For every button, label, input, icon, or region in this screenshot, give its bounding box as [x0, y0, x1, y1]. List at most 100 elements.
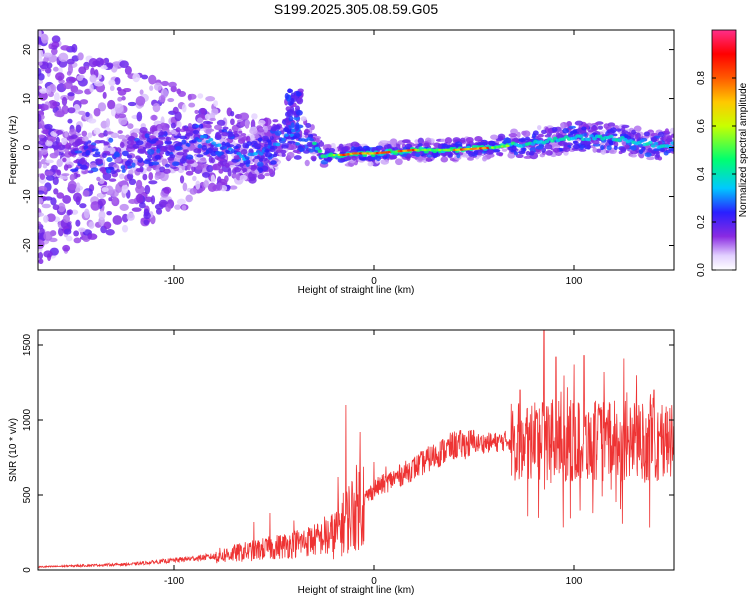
- spectrogram-cell: [85, 111, 90, 117]
- spectrogram-cell: [557, 141, 563, 146]
- spectrogram-cell: [38, 61, 43, 66]
- spectrogram-cell: [590, 126, 598, 132]
- spectrogram-cell: [73, 89, 84, 95]
- spectrogram-cell: [39, 173, 46, 180]
- spectrogram-cell: [230, 118, 235, 126]
- snr-series-line: [38, 330, 674, 569]
- spectrogram-cell: [310, 124, 315, 131]
- spectrogram-cell: [106, 210, 112, 216]
- spectrogram-cell: [124, 65, 132, 75]
- spectrogram-cell: [202, 120, 211, 125]
- spectrogram-cell: [586, 137, 592, 142]
- spectrogram-cell: [127, 123, 134, 129]
- spectrogram-cell: [238, 174, 248, 181]
- spectrogram-cell: [62, 157, 67, 163]
- spectrogram-cell: [204, 113, 211, 120]
- spectrogram-cell: [82, 135, 89, 143]
- spectrogram-cell: [213, 100, 219, 107]
- spectrogram-cell: [42, 129, 49, 135]
- spectrogram-cell: [572, 129, 578, 134]
- spectrogram-cell: [108, 79, 116, 86]
- spectrogram-cell: [667, 145, 673, 149]
- spectrogram-cell: [154, 154, 161, 160]
- spectrogram-cell: [207, 182, 217, 193]
- snr-y-tick-label: 1500: [22, 333, 33, 356]
- spectrogram-cell: [44, 123, 53, 130]
- spectrogram-y-tick-label: -20: [22, 238, 33, 253]
- spectrogram-cell: [257, 119, 266, 126]
- spectrogram-cell: [530, 142, 536, 146]
- spectrogram-cell: [135, 96, 146, 106]
- spectrogram-cell: [97, 192, 104, 198]
- spectrogram-cell: [75, 187, 81, 193]
- spectrogram-cell: [103, 141, 110, 146]
- spectrogram-cell: [401, 139, 411, 144]
- spectrogram-cell: [73, 230, 80, 237]
- spectrogram-cell: [65, 235, 73, 242]
- spectrogram-cell: [425, 156, 432, 162]
- spectrogram-cell: [467, 157, 474, 161]
- spectrogram-cell: [272, 119, 279, 123]
- spectrogram-cell: [55, 72, 65, 81]
- spectrogram-cell: [610, 127, 617, 134]
- spectrogram-cell: [380, 159, 390, 165]
- spectrogram-cell: [118, 173, 125, 180]
- colorbar-tick-label: 0.6: [696, 119, 707, 133]
- spectrogram-cell: [95, 57, 104, 68]
- spectrogram-cell: [121, 183, 129, 194]
- spectrogram-cell: [146, 137, 151, 143]
- spectrogram-cell: [236, 151, 242, 156]
- spectrogram-cell: [57, 142, 63, 147]
- spectrogram-cell: [128, 169, 134, 175]
- spectrogram-cell: [137, 148, 147, 154]
- spectrogram-cell: [182, 152, 188, 157]
- spectrogram-cell: [194, 109, 199, 114]
- spectrogram-cell: [40, 158, 48, 165]
- colorbar-tick-label: 0.2: [696, 215, 707, 229]
- spectrogram-cell: [160, 122, 166, 129]
- spectrogram-cell: [615, 128, 622, 132]
- spectrogram-cell: [87, 132, 93, 138]
- spectrogram-cell: [537, 133, 544, 138]
- spectrogram-cell: [114, 151, 120, 158]
- spectrogram-cell: [286, 109, 294, 117]
- spectrogram-cell: [38, 104, 43, 110]
- spectrogram-cell: [106, 157, 113, 163]
- spectrogram-cell: [105, 229, 115, 236]
- spectrogram-cell: [230, 111, 235, 117]
- spectrogram-cell: [117, 134, 127, 140]
- spectrogram-cell: [74, 150, 83, 154]
- spectrogram-cell: [646, 156, 655, 161]
- spectrogram-x-tick-label: 0: [371, 276, 377, 287]
- spectrogram-cell: [669, 127, 674, 135]
- spectrogram-cell: [173, 135, 181, 139]
- spectrogram-cell: [181, 139, 187, 145]
- spectrogram-cell: [187, 94, 192, 101]
- spectrogram-cell: [82, 190, 90, 197]
- spectrogram-cell: [314, 146, 320, 151]
- spectrogram-cell: [98, 132, 105, 138]
- spectrogram-cell: [188, 102, 196, 108]
- spectrogram-cell: [437, 143, 442, 149]
- spectrogram-cell: [199, 123, 204, 129]
- spectrogram-cell: [200, 107, 206, 115]
- spectrogram-cell: [38, 252, 44, 260]
- spectrogram-cell: [177, 90, 186, 98]
- spectrogram-cell: [38, 36, 42, 45]
- spectrogram-cell: [280, 149, 287, 154]
- snr-y-tick-label: 1000: [22, 408, 33, 431]
- spectrogram-cell: [283, 127, 290, 133]
- spectrogram-cell: [176, 151, 185, 156]
- spectrogram-cell: [124, 160, 131, 167]
- spectrogram-cell: [440, 156, 449, 163]
- spectrogram-cell: [454, 141, 463, 148]
- spectrogram-cell: [552, 147, 560, 153]
- spectrogram-cell: [270, 145, 275, 150]
- spectrogram-cell: [108, 178, 117, 182]
- spectrogram-cell: [141, 74, 149, 80]
- spectrogram-cell: [126, 172, 134, 180]
- spectrogram-cell: [174, 146, 183, 151]
- spectrogram-cell: [74, 167, 79, 171]
- spectrogram-cell: [172, 106, 179, 115]
- spectrogram-cell: [142, 173, 148, 181]
